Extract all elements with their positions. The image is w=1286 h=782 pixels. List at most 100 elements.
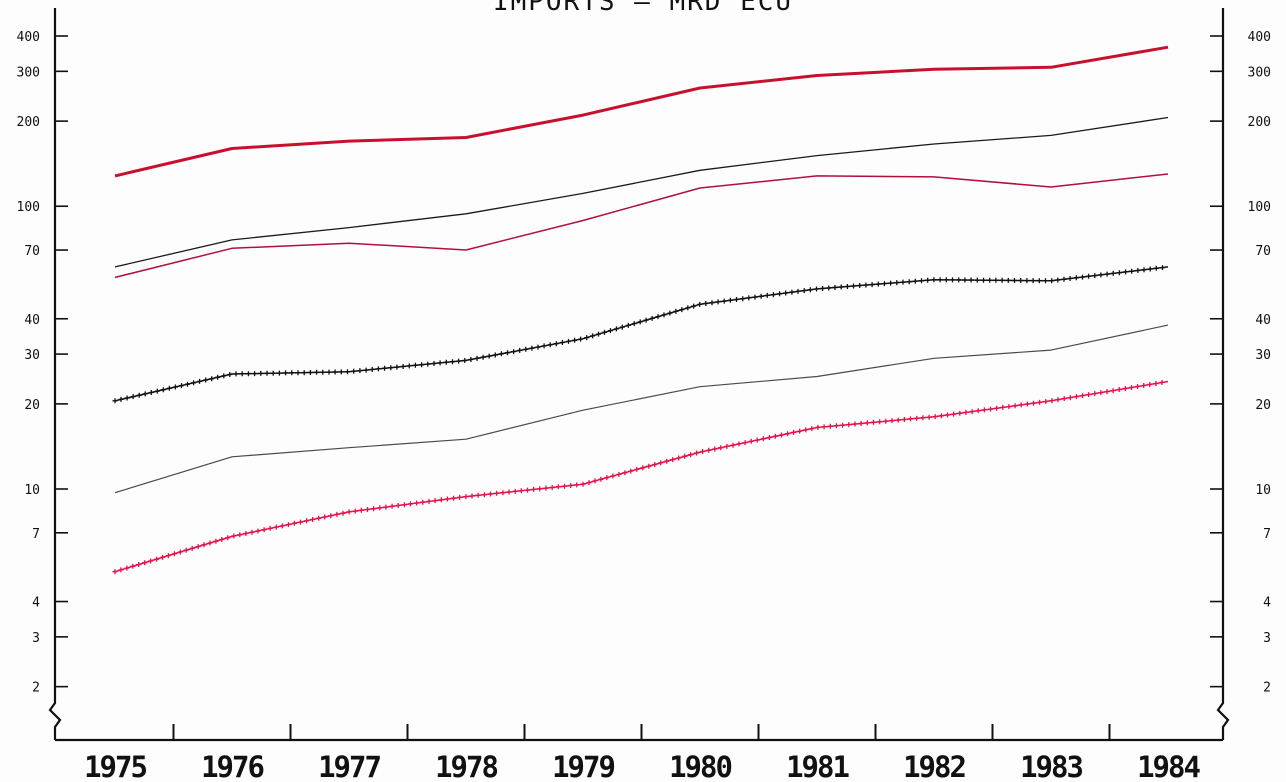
- series-marker: [1031, 400, 1036, 406]
- y-tick-label-right: 30: [1255, 348, 1271, 363]
- series-marker: [559, 340, 565, 345]
- series-marker: [777, 291, 783, 297]
- x-tick-label: 1977: [318, 750, 380, 782]
- series-marker: [1141, 267, 1147, 273]
- series-marker: [531, 486, 537, 492]
- series-marker: [412, 362, 418, 368]
- series-marker: [346, 509, 352, 515]
- series-marker: [425, 361, 431, 367]
- series-marker: [451, 495, 457, 501]
- y-tick-label-left: 7: [32, 527, 40, 542]
- series-marker: [772, 433, 778, 439]
- series-marker: [219, 537, 225, 542]
- series-marker: [1159, 380, 1165, 385]
- series-marker: [1061, 396, 1067, 402]
- series-marker: [456, 358, 462, 364]
- series-marker: [956, 277, 962, 283]
- y-tick-label-left: 400: [17, 30, 40, 45]
- series-line-1: [114, 45, 1169, 178]
- y-tick-label-right: 7: [1263, 527, 1271, 542]
- series-marker: [706, 447, 712, 453]
- series-marker: [833, 423, 839, 429]
- series-marker: [937, 277, 943, 283]
- series-marker: [185, 381, 190, 387]
- series-marker: [688, 452, 694, 458]
- series-marker: [673, 308, 679, 314]
- series-marker: [549, 485, 555, 490]
- series-marker: [832, 285, 838, 290]
- x-tick-label: 1983: [1020, 750, 1082, 782]
- x-tick-label: 1976: [201, 750, 263, 782]
- series-marker: [625, 322, 631, 328]
- series-marker: [358, 507, 364, 513]
- series-marker: [298, 519, 303, 525]
- series-marker: [357, 368, 363, 374]
- series-marker: [203, 377, 209, 383]
- series-marker: [420, 499, 426, 505]
- series-marker: [191, 380, 197, 386]
- series-marker: [118, 396, 124, 402]
- x-tick-label: 1978: [435, 750, 497, 782]
- series-marker: [165, 553, 171, 559]
- series-marker: [1160, 265, 1165, 271]
- series-marker: [1110, 270, 1116, 276]
- series-marker: [908, 416, 913, 422]
- series-marker: [875, 281, 881, 287]
- series-marker: [267, 525, 273, 531]
- series-marker: [894, 280, 900, 286]
- series-marker: [568, 483, 574, 488]
- series-marker: [1055, 397, 1061, 403]
- series-marker: [993, 277, 999, 283]
- series-marker: [179, 383, 184, 389]
- series-marker: [383, 504, 389, 510]
- series-marker: [1067, 276, 1073, 281]
- series-marker: [994, 405, 1000, 411]
- series-marker: [326, 369, 332, 375]
- series-marker: [406, 363, 412, 369]
- series-marker: [1024, 401, 1030, 407]
- series-marker: [652, 462, 658, 467]
- series-marker: [166, 385, 172, 391]
- series-marker: [758, 293, 764, 299]
- series-marker: [136, 392, 142, 398]
- series-marker: [840, 422, 846, 428]
- series-marker: [610, 473, 616, 479]
- series-marker: [789, 289, 795, 295]
- series-marker: [1086, 392, 1092, 398]
- series-marker: [505, 350, 510, 356]
- series-marker: [316, 515, 322, 521]
- series-marker: [488, 491, 493, 497]
- series-marker: [785, 431, 791, 437]
- series-marker: [1000, 404, 1006, 410]
- series-marker: [864, 420, 870, 426]
- series-marker: [118, 567, 124, 573]
- series-marker: [807, 287, 813, 293]
- series-marker: [1092, 273, 1098, 279]
- series-marker: [754, 437, 760, 443]
- series-marker: [637, 319, 643, 325]
- series-marker: [525, 487, 530, 493]
- series-line-5: [114, 324, 1169, 494]
- series-marker: [925, 277, 931, 283]
- series-marker: [613, 326, 619, 332]
- series-line-3: [114, 173, 1169, 279]
- series-marker: [658, 460, 664, 466]
- series-marker: [718, 445, 724, 451]
- series-marker: [474, 355, 480, 361]
- series-marker: [1012, 403, 1018, 409]
- series-marker: [900, 279, 906, 285]
- series-marker: [912, 278, 918, 284]
- y-tick-label-left: 2: [32, 681, 40, 696]
- series-marker: [999, 277, 1005, 283]
- series-marker: [931, 277, 937, 283]
- series-marker: [883, 418, 889, 424]
- series-marker: [586, 480, 592, 486]
- x-tick-label: 1979: [552, 750, 614, 782]
- series-marker: [572, 337, 578, 343]
- series-marker: [670, 457, 676, 463]
- series-marker: [239, 371, 245, 377]
- series-marker: [791, 429, 797, 435]
- y-tick-label-left: 70: [24, 244, 40, 259]
- series-marker: [252, 371, 258, 377]
